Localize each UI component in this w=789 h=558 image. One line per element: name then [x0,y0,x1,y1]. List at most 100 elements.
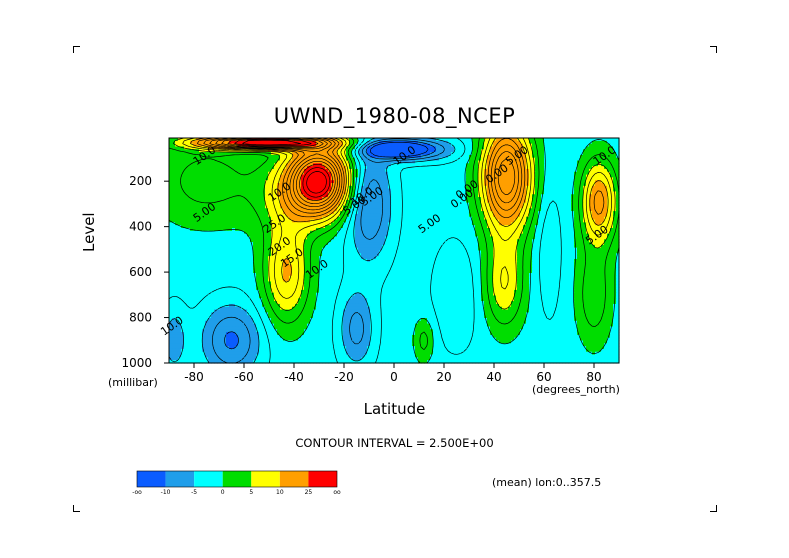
field-cell [379,143,383,148]
field-cell [391,177,395,181]
field-cell [568,174,572,178]
field-cell [217,180,221,184]
field-cell [355,180,359,184]
field-cell [490,163,494,167]
field-cell [241,140,245,145]
field-cell [208,171,212,176]
field-cell [424,183,428,187]
field-cell [469,166,473,170]
field-cell [214,152,218,156]
field-cell [223,174,227,178]
field-cell [220,177,224,181]
field-cell [460,166,464,170]
field-cell [601,171,605,176]
field-cell [220,140,224,145]
field-cell [493,157,497,162]
field-cell [454,154,458,159]
field-cell [559,149,563,153]
field-cell [427,171,431,176]
field-cell [223,177,227,181]
field-cell [190,160,194,164]
field-cell [307,146,311,150]
field-cell [514,146,518,150]
field-cell [580,157,584,162]
field-cell [541,177,545,181]
field-cell [475,177,479,181]
field-cell [517,157,521,162]
field-cell [493,174,497,178]
field-cell [220,174,224,178]
field-cell [514,174,518,178]
field-cell [244,168,248,173]
field-cell [217,171,221,176]
field-cell [421,166,425,170]
field-cell [454,152,458,156]
field-cell [550,157,554,162]
field-cell [259,177,263,181]
field-cell [439,160,443,164]
field-cell [319,174,323,178]
field-cell [541,157,545,162]
field-cell [607,157,611,162]
field-cell [562,140,566,145]
field-cell [331,163,335,167]
field-cell [472,177,476,181]
field-cell [568,146,572,150]
field-cell [526,157,530,162]
field-cell [226,157,230,162]
field-cell [592,177,596,181]
field-cell [490,157,494,162]
field-cell [523,149,527,153]
field-cell [409,171,413,176]
field-cell [313,157,317,162]
field-cell [184,163,188,167]
field-cell [310,166,314,170]
field-cell [466,163,470,167]
field-cell [184,138,188,142]
field-cell [472,157,476,162]
field-cell [178,157,182,162]
field-cell [238,157,242,162]
field-cell [400,149,404,153]
field-cell [487,138,491,142]
field-cell [448,140,452,145]
field-cell [529,146,533,150]
field-cell [322,140,326,145]
field-cell [190,163,194,167]
field-cell [247,177,251,181]
field-cell [187,154,191,159]
field-cell [178,140,182,145]
field-cell [520,138,524,142]
field-cell [514,138,518,142]
field-cell [232,183,236,187]
field-cell [547,140,551,145]
field-cell [253,160,257,164]
field-cell [475,140,479,145]
field-cell [301,152,305,156]
field-cell [208,160,212,164]
field-cell [406,146,410,150]
field-cell [271,180,275,184]
field-cell [220,149,224,153]
field-cell [208,157,212,162]
field-cell [271,171,275,176]
field-cell [202,143,206,148]
field-cell [439,180,443,184]
field-cell [292,171,296,176]
field-cell [541,140,545,145]
field-cell [565,177,569,181]
field-cell [580,140,584,145]
field-cell [331,174,335,178]
field-cell [505,171,509,176]
field-cell [172,180,176,184]
field-cell [214,149,218,153]
field-cell [442,160,446,164]
field-cell [454,168,458,173]
field-cell [247,160,251,164]
field-cell [577,157,581,162]
field-cell [517,171,521,176]
field-cell [445,152,449,156]
field-cell [259,152,263,156]
field-cell [475,146,479,150]
field-cell [574,146,578,150]
